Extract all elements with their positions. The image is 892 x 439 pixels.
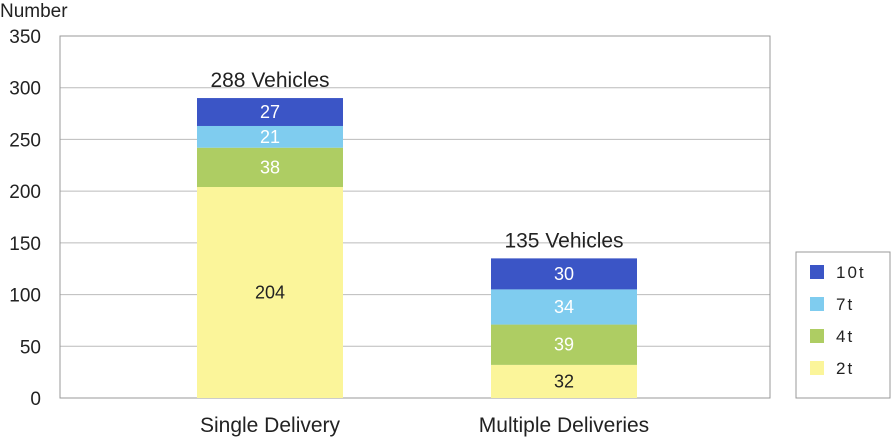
y-tick-label: 0: [30, 389, 41, 410]
bar-segment-4t: [197, 147, 343, 188]
bar-segment-2t: [491, 364, 637, 398]
data-label: 204: [255, 283, 285, 303]
data-label: 38: [260, 157, 280, 177]
y-tick-label: 300: [9, 79, 41, 100]
bars: 204 38 21 27 288 Vehicles 32 39 34 30 135 Vehicle…: [197, 69, 637, 398]
y-axis-ticks: 0 50 100 150 200 250 300 350: [9, 27, 41, 410]
y-axis-label: Number: [0, 1, 68, 22]
legend-swatch-7t: [810, 297, 824, 311]
data-label: 39: [554, 335, 574, 355]
grid-lines: [60, 87, 770, 347]
data-label: 34: [554, 297, 574, 317]
legend: 10t 7t 4t 2t: [795, 251, 891, 399]
y-tick-label: 250: [9, 130, 41, 151]
legend-label: 10t: [836, 263, 866, 282]
y-tick-label: 350: [9, 27, 41, 48]
data-label: 32: [554, 371, 574, 391]
bar-segment-10t: [491, 258, 637, 290]
y-tick-label: 50: [20, 337, 41, 358]
bar-segment-7t: [197, 125, 343, 148]
legend-swatch-10t: [810, 265, 824, 279]
bar-segment-4t: [491, 324, 637, 365]
legend-label: 7t: [836, 295, 854, 314]
bar-segment-2t: [197, 187, 343, 398]
x-axis-categories: Single Delivery Multiple Deliveries: [200, 414, 649, 437]
y-tick-label: 200: [9, 182, 41, 203]
data-label: 21: [260, 127, 280, 147]
y-tick-label: 100: [9, 286, 41, 307]
plot-area: [59, 35, 771, 399]
data-label: 30: [554, 264, 574, 284]
total-label: 288 Vehicles: [210, 69, 329, 92]
total-label: 135 Vehicles: [504, 229, 623, 252]
legend-swatch-4t: [810, 329, 824, 343]
legend-label: 4t: [836, 327, 854, 346]
bar-segment-10t: [197, 98, 343, 126]
data-label: 27: [260, 102, 280, 122]
x-category-label: Multiple Deliveries: [479, 414, 649, 437]
legend-swatch-2t: [810, 361, 824, 375]
bar-segment-7t: [491, 289, 637, 325]
y-tick-label: 150: [9, 234, 41, 255]
legend-label: 2t: [836, 359, 854, 378]
x-category-label: Single Delivery: [200, 414, 341, 437]
